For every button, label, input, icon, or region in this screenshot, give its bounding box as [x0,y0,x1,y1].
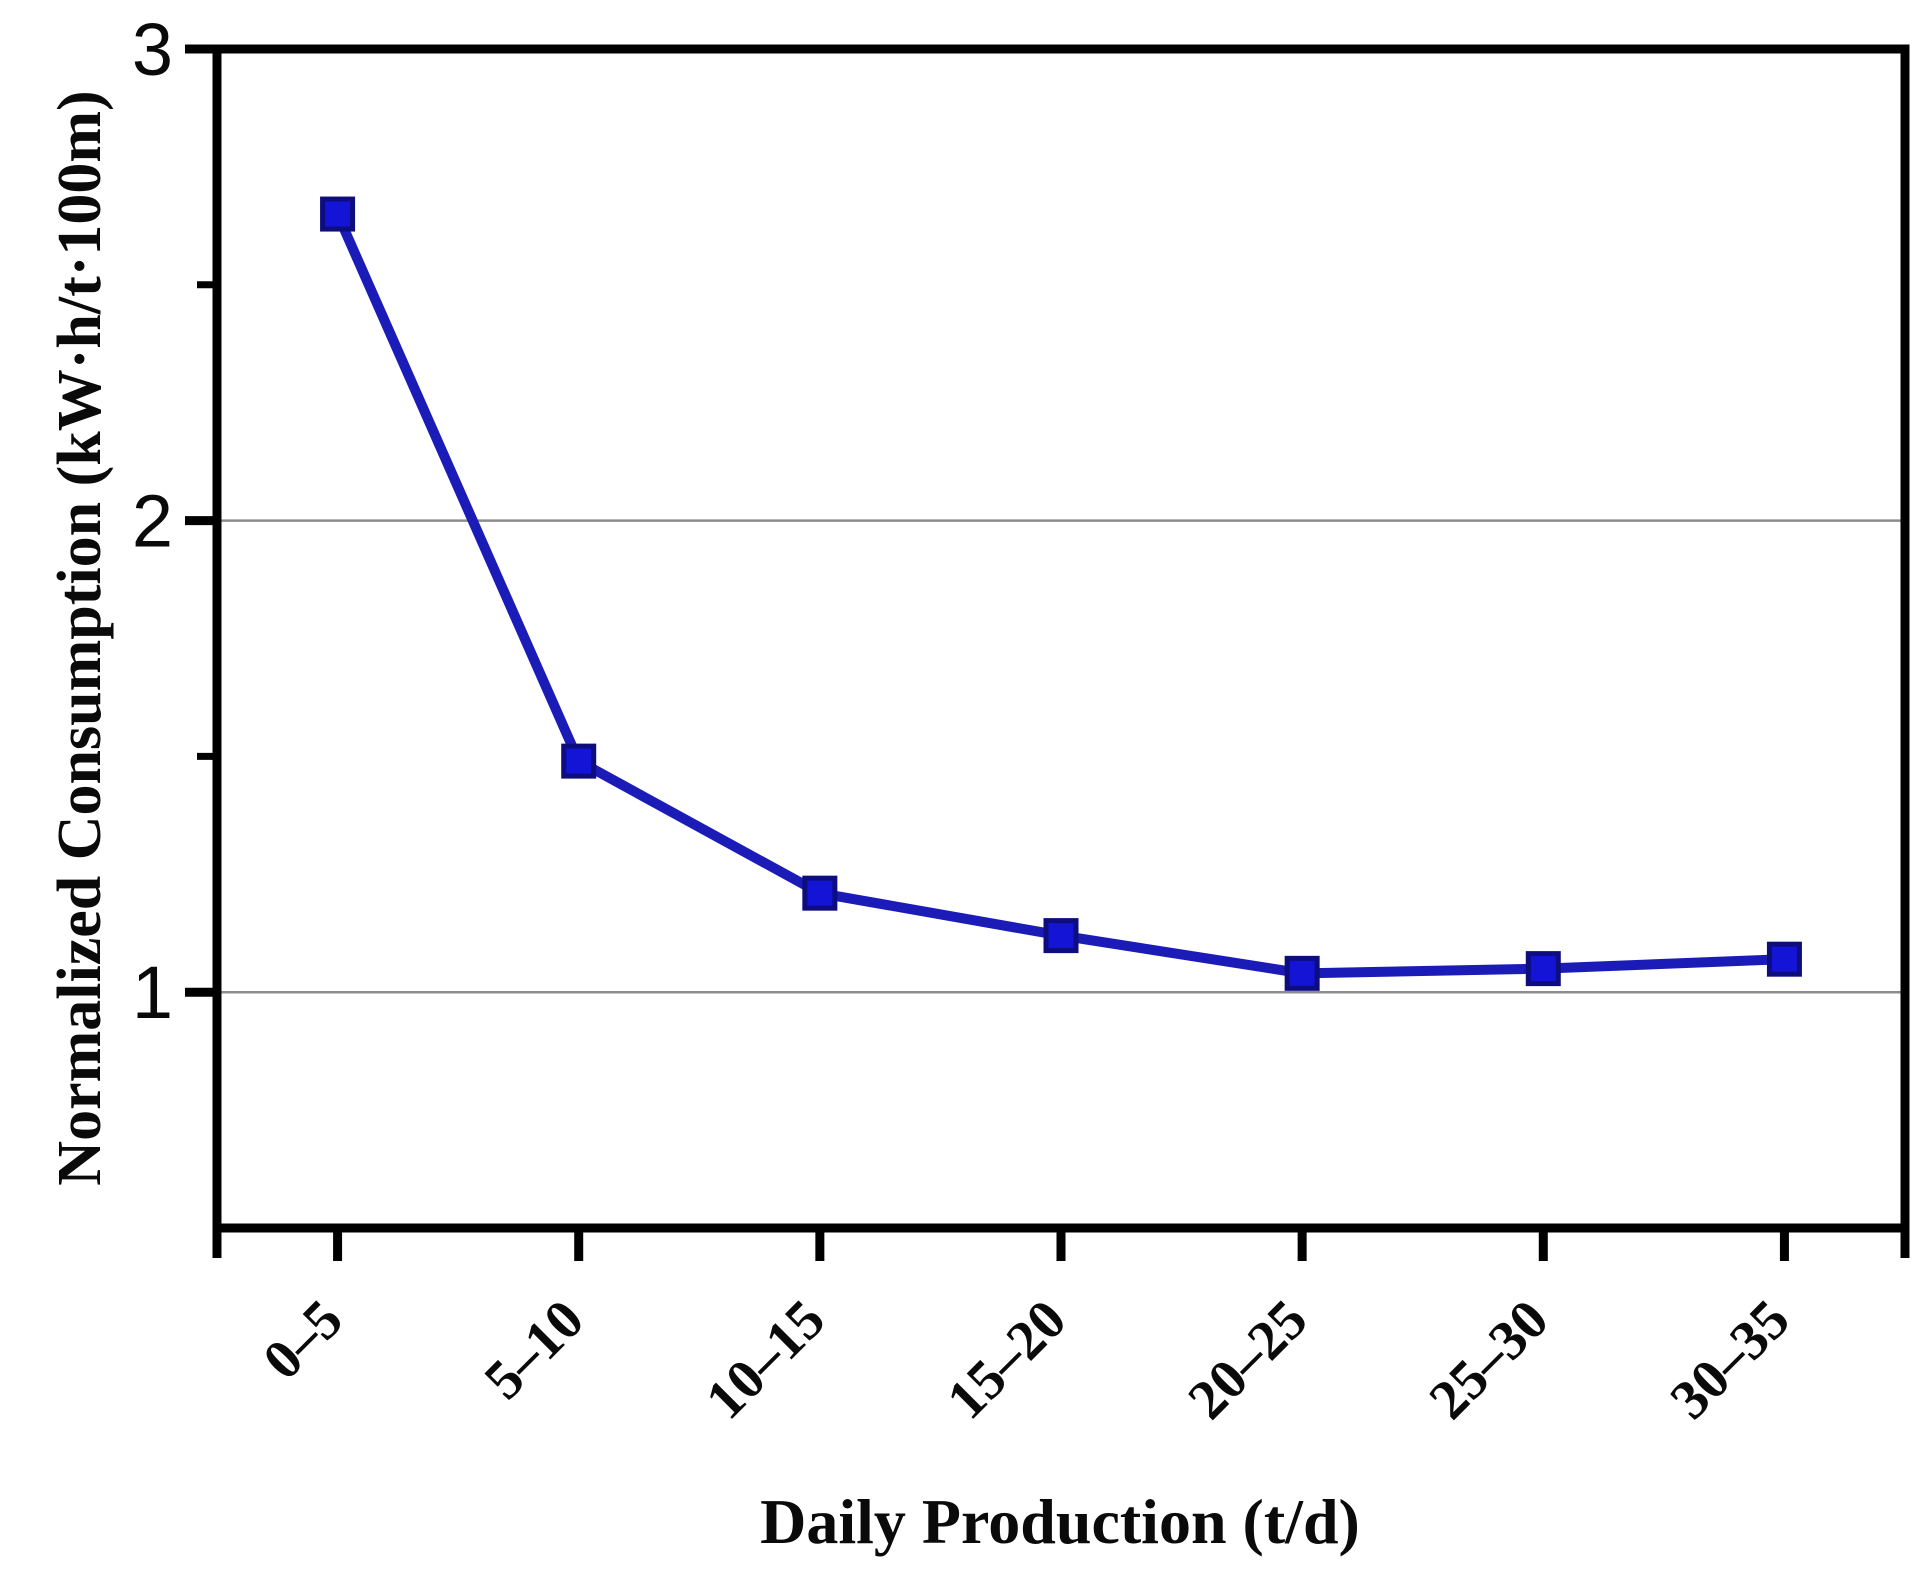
x-category-label: 0–5 [252,1288,355,1391]
y-tick-label: 3 [132,8,173,91]
x-axis-title: Daily Production (t/d) [760,1486,1360,1557]
x-category-labels: 0–5 5–10 10–15 15–20 20–25 25–30 30–35 [252,1288,1802,1431]
data-series [320,196,1802,991]
data-point-marker [802,875,838,911]
data-point-marker [561,743,597,779]
gridlines [221,519,1901,994]
data-point-marker [1043,918,1079,954]
plot-border [212,44,1910,1233]
x-category-label: 15–20 [935,1288,1078,1431]
x-category-label: 30–35 [1659,1288,1802,1431]
x-category-label: 20–25 [1176,1288,1319,1431]
x-category-label: 10–15 [694,1288,837,1431]
data-point-marker [320,196,356,232]
data-point-marker [1766,941,1802,977]
x-category-label: 25–30 [1418,1288,1561,1431]
y-tick-label: 2 [132,480,173,563]
data-point-marker [1284,955,1320,991]
axis-ticks [185,44,1910,1261]
plot-box [212,44,1910,1233]
y-axis-title: Normalized Consumption (kW·h/t·100m) [46,90,114,1185]
data-point-marker [1525,951,1561,987]
y-tick-label: 1 [132,951,173,1034]
y-tick-labels: 3 2 1 [132,8,173,1034]
x-category-label: 5–10 [473,1288,596,1411]
data-line [332,212,1785,979]
